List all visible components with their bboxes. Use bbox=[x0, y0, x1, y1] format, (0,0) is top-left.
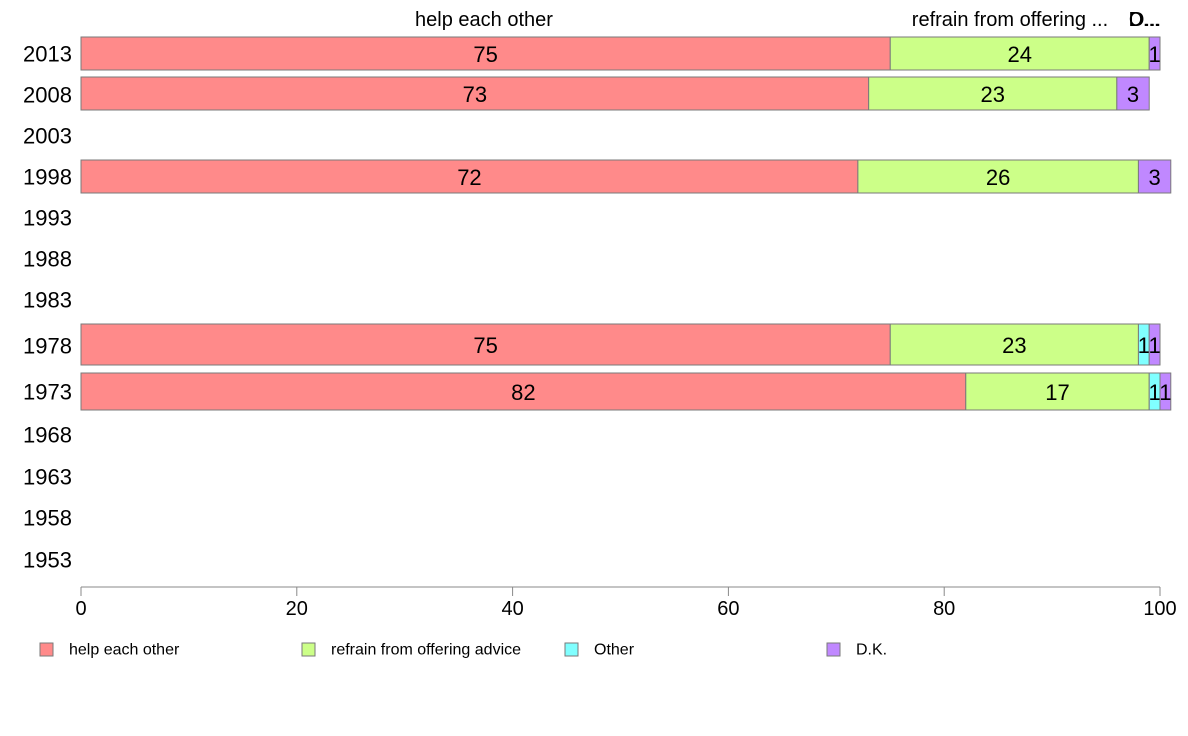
data-label-1998-series-1: 26 bbox=[986, 165, 1010, 190]
data-label-1998-series-3: 3 bbox=[1148, 165, 1160, 190]
x-tick-label-40: 40 bbox=[501, 598, 523, 620]
x-tick-label-0: 0 bbox=[75, 598, 86, 620]
x-tick-label-60: 60 bbox=[717, 598, 739, 620]
category-label-1958: 1958 bbox=[23, 506, 72, 531]
data-label-2008-series-0: 73 bbox=[463, 82, 487, 107]
bar-1973-series-0 bbox=[80, 372, 967, 411]
category-label-1993: 1993 bbox=[23, 206, 72, 231]
category-labels: 2013 2008 2003 1998 1993 1988 1983 1978 1973 1968… bbox=[23, 42, 72, 573]
category-label-1998: 1998 bbox=[23, 165, 72, 190]
series-header-label-2: O... bbox=[1129, 9, 1161, 31]
data-label-1978-series-1: 23 bbox=[1002, 333, 1026, 358]
legend-label-1: refrain from offering advice bbox=[331, 642, 521, 659]
data-label-1978-series-0: 75 bbox=[473, 333, 497, 358]
bar-1998-series-1 bbox=[857, 159, 1139, 194]
x-axis: 0 20 40 60 80 100 bbox=[75, 586, 1177, 620]
series-header-label-0: help each other bbox=[415, 9, 553, 31]
series-header-label-1: refrain from offering ... bbox=[912, 9, 1108, 31]
x-tick-label-100: 100 bbox=[1143, 598, 1176, 620]
bar-2013-series-1 bbox=[889, 36, 1150, 71]
data-label-2008-series-3: 3 bbox=[1127, 82, 1139, 107]
bar-1978-series-3 bbox=[1148, 323, 1161, 366]
category-label-1953: 1953 bbox=[23, 548, 72, 573]
legend: help each other refrain from offering adv… bbox=[39, 642, 887, 659]
data-label-2013-series-1: 24 bbox=[1007, 42, 1031, 67]
bar-1973-series-1 bbox=[965, 372, 1150, 411]
legend-label-0: help each other bbox=[69, 642, 180, 659]
bar-2013-series-3 bbox=[1148, 36, 1161, 71]
legend-label-3: D.K. bbox=[856, 642, 887, 659]
category-label-1968: 1968 bbox=[23, 423, 72, 448]
bar-1998-series-0 bbox=[80, 159, 859, 194]
category-label-1978: 1978 bbox=[23, 334, 72, 359]
data-label-1973-series-1: 17 bbox=[1045, 380, 1069, 405]
legend-label-2: Other bbox=[594, 642, 635, 659]
legend-swatch-3 bbox=[826, 642, 841, 657]
series-header-label-3: D... bbox=[1128, 9, 1159, 31]
data-label-2013-series-0: 75 bbox=[473, 42, 497, 67]
data-label-2013-series-3: 1 bbox=[1148, 42, 1160, 67]
x-tick-label-80: 80 bbox=[933, 598, 955, 620]
legend-swatch-2 bbox=[564, 642, 579, 657]
data-label-1973-series-0: 82 bbox=[511, 380, 535, 405]
category-label-1983: 1983 bbox=[23, 288, 72, 313]
category-label-2008: 2008 bbox=[23, 83, 72, 108]
data-label-1978-series-3: 1 bbox=[1148, 333, 1160, 358]
bar-1978-series-0 bbox=[80, 323, 891, 366]
bar-2008-series-1 bbox=[868, 76, 1118, 111]
legend-swatch-1 bbox=[301, 642, 316, 657]
category-label-1973: 1973 bbox=[23, 380, 72, 405]
data-label-1973-series-3: 1 bbox=[1159, 380, 1171, 405]
bar-2008-series-3 bbox=[1116, 76, 1150, 111]
data-label-1978-series-2: 1 bbox=[1138, 333, 1150, 358]
category-label-1988: 1988 bbox=[23, 247, 72, 272]
category-label-2013: 2013 bbox=[23, 42, 72, 67]
data-label-1998-series-0: 72 bbox=[457, 165, 481, 190]
category-label-2003: 2003 bbox=[23, 124, 72, 149]
series-header-labels: help each other refrain from offering ...… bbox=[415, 9, 1161, 31]
legend-swatch-0 bbox=[39, 642, 54, 657]
data-label-1973-series-2: 1 bbox=[1148, 380, 1160, 405]
data-label-2008-series-1: 23 bbox=[981, 82, 1005, 107]
category-label-1963: 1963 bbox=[23, 465, 72, 490]
bar-1998-series-3 bbox=[1137, 159, 1172, 194]
x-tick-label-20: 20 bbox=[286, 598, 308, 620]
bar-2008-series-0 bbox=[80, 76, 870, 111]
bar-1973-series-3 bbox=[1159, 372, 1172, 411]
